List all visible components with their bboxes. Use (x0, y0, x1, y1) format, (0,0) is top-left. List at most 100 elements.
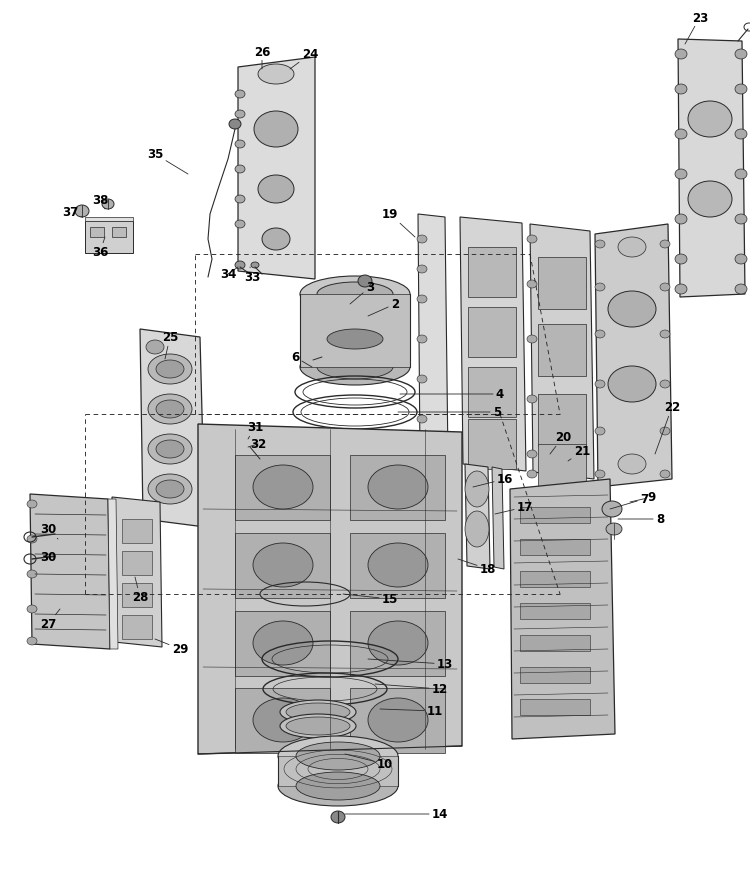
Ellipse shape (235, 196, 245, 203)
Ellipse shape (595, 470, 605, 479)
Ellipse shape (417, 235, 427, 243)
Ellipse shape (688, 182, 732, 218)
Bar (538, 395, 586, 447)
Ellipse shape (735, 129, 747, 140)
Bar (122, 520, 152, 543)
Polygon shape (678, 40, 745, 298)
Ellipse shape (735, 285, 747, 295)
Ellipse shape (527, 335, 537, 343)
Ellipse shape (608, 367, 656, 402)
Text: 23: 23 (685, 11, 708, 45)
Bar (468, 308, 516, 357)
Ellipse shape (331, 811, 345, 823)
Text: 25: 25 (162, 331, 178, 360)
Ellipse shape (675, 215, 687, 225)
Text: 38: 38 (92, 193, 108, 209)
Ellipse shape (618, 238, 646, 258)
Ellipse shape (258, 65, 294, 85)
Ellipse shape (527, 450, 537, 459)
Ellipse shape (465, 472, 489, 507)
Polygon shape (238, 58, 315, 280)
Text: 24: 24 (290, 49, 318, 70)
Bar (235, 534, 330, 599)
Ellipse shape (417, 266, 427, 274)
Bar (90, 228, 104, 238)
Text: 22: 22 (655, 401, 680, 454)
Text: 12: 12 (375, 683, 448, 696)
Bar (520, 700, 590, 715)
Ellipse shape (296, 742, 380, 770)
Bar (468, 248, 516, 298)
Ellipse shape (368, 466, 428, 509)
Text: 3: 3 (350, 282, 374, 305)
Bar (235, 455, 330, 521)
Text: 5: 5 (398, 406, 501, 419)
Text: 14: 14 (345, 807, 448, 820)
Ellipse shape (675, 285, 687, 295)
Ellipse shape (417, 415, 427, 423)
Ellipse shape (368, 698, 428, 742)
Ellipse shape (660, 428, 670, 435)
Ellipse shape (280, 700, 356, 724)
Text: 10: 10 (345, 754, 393, 771)
Text: 7: 7 (610, 493, 648, 509)
Ellipse shape (27, 637, 37, 646)
Ellipse shape (675, 255, 687, 265)
Bar (122, 583, 152, 607)
Ellipse shape (286, 703, 350, 721)
Ellipse shape (417, 375, 427, 383)
Ellipse shape (527, 395, 537, 403)
Ellipse shape (262, 229, 290, 251)
Ellipse shape (417, 441, 427, 448)
Polygon shape (530, 225, 594, 480)
Bar (520, 603, 590, 620)
Ellipse shape (258, 176, 294, 203)
Bar (468, 420, 516, 469)
Ellipse shape (156, 441, 184, 459)
Ellipse shape (595, 241, 605, 249)
Ellipse shape (735, 50, 747, 60)
Ellipse shape (527, 470, 537, 479)
Bar (520, 507, 590, 523)
Ellipse shape (102, 200, 114, 209)
Text: 31: 31 (247, 421, 263, 440)
Ellipse shape (235, 91, 245, 99)
Bar (350, 455, 445, 521)
Ellipse shape (156, 361, 184, 379)
Ellipse shape (248, 446, 258, 454)
Polygon shape (108, 500, 118, 649)
Text: 11: 11 (380, 705, 443, 718)
Ellipse shape (296, 773, 380, 800)
Bar (468, 368, 516, 417)
Ellipse shape (253, 543, 313, 587)
Text: 16: 16 (473, 473, 513, 488)
Text: 4: 4 (400, 388, 504, 401)
Polygon shape (460, 218, 526, 472)
Text: 33: 33 (244, 268, 260, 284)
Ellipse shape (595, 283, 605, 292)
Ellipse shape (606, 523, 622, 535)
Text: 35: 35 (147, 149, 188, 175)
Ellipse shape (317, 282, 393, 307)
Ellipse shape (253, 466, 313, 509)
Ellipse shape (148, 474, 192, 504)
Bar (520, 667, 590, 683)
Text: 19: 19 (382, 209, 415, 238)
Bar (350, 611, 445, 676)
Text: 27: 27 (40, 609, 60, 631)
Ellipse shape (156, 401, 184, 419)
Bar (112, 228, 126, 238)
Bar (538, 444, 586, 496)
Bar (122, 551, 152, 575)
Text: 18: 18 (458, 560, 497, 576)
Ellipse shape (735, 85, 747, 95)
Bar (235, 688, 330, 753)
Ellipse shape (675, 85, 687, 95)
Ellipse shape (229, 120, 241, 129)
Ellipse shape (148, 395, 192, 425)
Polygon shape (30, 494, 110, 649)
Bar (520, 540, 590, 555)
Ellipse shape (595, 428, 605, 435)
Text: 37: 37 (62, 205, 82, 218)
Ellipse shape (595, 330, 605, 339)
